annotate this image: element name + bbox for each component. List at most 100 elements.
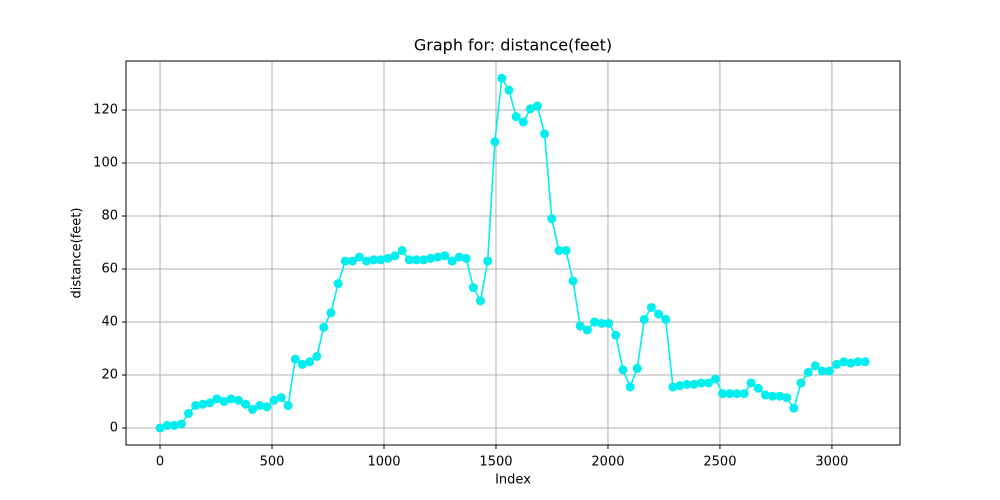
data-point xyxy=(269,395,279,405)
data-point xyxy=(411,255,421,265)
data-point xyxy=(183,408,193,418)
chart-title: Graph for: distance(feet) xyxy=(414,36,612,55)
data-point xyxy=(262,402,272,412)
data-point xyxy=(668,382,678,392)
data-point xyxy=(618,365,628,375)
data-point xyxy=(233,395,243,405)
data-point xyxy=(383,253,393,263)
data-point xyxy=(704,378,714,388)
data-point xyxy=(604,318,614,328)
x-axis-label: Index xyxy=(495,473,531,488)
data-point xyxy=(575,321,585,331)
data-point xyxy=(710,374,720,384)
data-point xyxy=(561,245,571,255)
data-point xyxy=(504,85,514,95)
axes-frame xyxy=(125,60,901,446)
data-point xyxy=(518,117,528,127)
data-point xyxy=(454,252,464,262)
plot xyxy=(155,73,870,433)
y-tick-label: 120 xyxy=(93,103,118,118)
x-tick-label: 0 xyxy=(156,455,164,470)
data-point xyxy=(625,382,635,392)
data-point xyxy=(490,137,500,147)
data-point xyxy=(198,399,208,409)
data-point xyxy=(497,73,507,83)
data-point xyxy=(340,256,350,266)
data-point xyxy=(483,256,493,266)
data-point xyxy=(333,279,343,289)
data-point xyxy=(789,403,799,413)
data-point xyxy=(568,276,578,286)
data-point xyxy=(832,359,842,369)
y-tick-label: 60 xyxy=(101,262,118,277)
data-point xyxy=(461,253,471,263)
data-point xyxy=(376,255,386,265)
data-point xyxy=(212,394,222,404)
data-point xyxy=(241,399,251,409)
data-point xyxy=(782,393,792,403)
data-point xyxy=(760,390,770,400)
data-point xyxy=(404,255,414,265)
data-point xyxy=(511,112,521,122)
data-point xyxy=(390,251,400,261)
data-point xyxy=(689,379,699,389)
data-point xyxy=(525,104,535,114)
data-point xyxy=(440,251,450,261)
data-point xyxy=(248,404,258,414)
x-tick-label: 2500 xyxy=(703,455,736,470)
data-point xyxy=(162,420,172,430)
data-point xyxy=(639,314,649,324)
data-point xyxy=(169,420,179,430)
data-point xyxy=(176,419,186,429)
data-point xyxy=(732,389,742,399)
data-point xyxy=(611,330,621,340)
data-point xyxy=(297,359,307,369)
data-point xyxy=(397,245,407,255)
data-point xyxy=(191,401,201,411)
data-point xyxy=(646,302,656,312)
data-line xyxy=(159,75,866,429)
data-point xyxy=(155,423,165,433)
data-point xyxy=(283,401,293,411)
data-point xyxy=(582,325,592,335)
y-tick-label: 100 xyxy=(93,156,118,171)
data-point xyxy=(796,378,806,388)
data-point xyxy=(803,367,813,377)
data-point xyxy=(753,383,763,393)
data-point xyxy=(824,366,834,376)
data-point xyxy=(433,252,443,262)
data-point xyxy=(853,357,863,367)
data-point xyxy=(205,398,215,408)
data-point xyxy=(319,322,329,332)
data-point xyxy=(362,256,372,266)
data-point xyxy=(540,129,550,139)
data-point xyxy=(682,379,692,389)
data-point xyxy=(860,357,870,367)
data-point xyxy=(654,309,664,319)
y-tick-label: 20 xyxy=(101,368,118,383)
data-point xyxy=(226,394,236,404)
data-point xyxy=(768,391,778,401)
data-point xyxy=(775,391,785,401)
data-point xyxy=(547,214,557,224)
data-point xyxy=(369,255,379,265)
data-point xyxy=(590,317,600,327)
data-point xyxy=(447,256,457,266)
data-point xyxy=(219,397,229,407)
y-tick-label: 80 xyxy=(101,209,118,224)
x-tick-label: 1500 xyxy=(479,455,512,470)
data-point xyxy=(347,256,357,266)
data-point xyxy=(675,381,685,391)
data-point xyxy=(326,308,336,318)
data-point xyxy=(810,361,820,371)
data-point xyxy=(661,314,671,324)
data-point xyxy=(276,393,286,403)
data-point xyxy=(718,389,728,399)
data-point xyxy=(839,357,849,367)
data-point xyxy=(290,354,300,364)
data-point xyxy=(739,389,749,399)
x-tick-label: 500 xyxy=(260,455,285,470)
data-point xyxy=(468,283,478,293)
data-point xyxy=(419,255,429,265)
data-point xyxy=(597,318,607,328)
